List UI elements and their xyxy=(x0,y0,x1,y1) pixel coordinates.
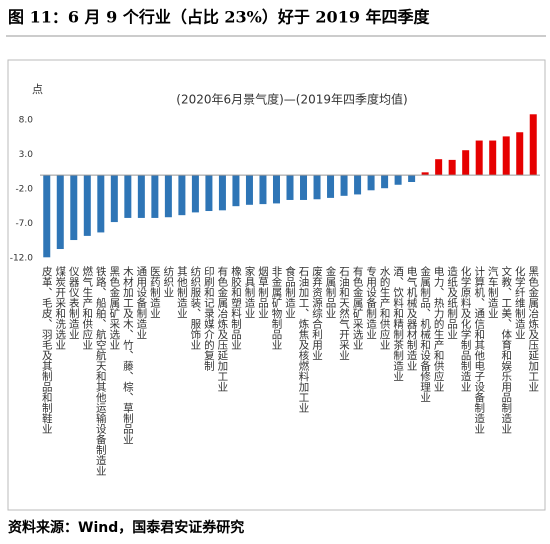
x-tick-label: 纺织服装、服饰业 xyxy=(189,265,201,350)
y-axis-label: 点 xyxy=(32,83,43,96)
bar xyxy=(394,175,402,185)
bar xyxy=(489,140,497,176)
bar xyxy=(408,175,416,182)
y-tick-label: 3.0 xyxy=(19,150,34,160)
source-note: 资料来源：Wind，国泰君安证券研究 xyxy=(8,519,244,536)
bar xyxy=(56,175,64,250)
bar xyxy=(313,175,321,200)
bar xyxy=(381,175,389,189)
bar xyxy=(286,175,294,200)
bar xyxy=(43,175,51,258)
bar xyxy=(327,175,335,198)
x-tick-label: 文教、工美、体育和娱乐用品制造业 xyxy=(500,265,512,434)
bar xyxy=(435,159,443,176)
x-tick-label: 燃气生产和供应业 xyxy=(81,265,93,350)
bar xyxy=(70,175,78,241)
bar xyxy=(178,175,186,216)
bar xyxy=(354,175,362,195)
bar xyxy=(502,136,510,176)
bar xyxy=(218,175,226,211)
bar xyxy=(124,175,132,218)
y-tick-label: -2.0 xyxy=(15,184,33,194)
x-tick-label: 铁路、船舶、航空航天和其他运输设备制造业 xyxy=(95,265,107,476)
y-tick-label: -7.0 xyxy=(15,219,33,229)
bar xyxy=(245,175,253,205)
x-tick-label: 仪器仪表制造业 xyxy=(68,266,80,340)
x-tick-label: 印刷和记录媒介的复制 xyxy=(203,266,215,371)
bar xyxy=(164,175,172,218)
x-tick-label: 造纸及纸制品业 xyxy=(446,265,458,339)
x-tick-label: 通用设备制造业 xyxy=(135,266,147,340)
y-tick-label: 8.0 xyxy=(19,115,34,125)
x-tick-label: 非金属矿物制品业 xyxy=(270,266,282,350)
x-tick-label: 有色金属冶炼及压延加工业 xyxy=(216,265,228,392)
x-tick-label: 煤炭开采和洗选业 xyxy=(54,265,66,350)
bar xyxy=(205,175,213,212)
bar xyxy=(529,114,537,176)
x-tick-label: 家具制造业 xyxy=(243,265,255,318)
bar xyxy=(475,140,483,176)
x-tick-label: 计算机、通信和其他电子设备制造业 xyxy=(473,265,485,434)
x-tick-label: 金属制品业 xyxy=(325,265,337,318)
x-tick-label: 橡胶和塑料制品业 xyxy=(230,265,242,350)
x-tick-label: 石油加工、炼焦及核燃料加工业 xyxy=(298,266,310,413)
bar xyxy=(259,175,267,205)
bar xyxy=(97,175,105,233)
x-tick-label: 食品制造业 xyxy=(284,265,296,318)
x-tick-label: 医药制造业 xyxy=(149,266,161,319)
bar xyxy=(191,175,199,213)
y-tick-label: -12.0 xyxy=(10,254,34,264)
bar xyxy=(462,150,470,176)
bar xyxy=(83,175,91,236)
bar xyxy=(137,175,145,218)
x-tick-label: 水的生产和供应业 xyxy=(379,266,391,350)
x-tick-label: 有色金属矿采选业 xyxy=(352,265,364,350)
bar xyxy=(367,175,375,191)
x-tick-label: 化学纤维制造业 xyxy=(514,265,526,339)
x-tick-label: 电气机械及器材制造业 xyxy=(406,265,418,371)
bar xyxy=(421,172,429,176)
bar xyxy=(232,175,240,207)
x-tick-label: 纺织业 xyxy=(162,265,174,297)
page-title: 图 11：6 月 9 个行业（占比 23%）好于 2019 年四季度 xyxy=(8,8,431,27)
x-tick-label: 其他制造业 xyxy=(176,266,188,319)
bar xyxy=(151,175,159,218)
x-tick-label: 黑色金属冶炼及压延加工业 xyxy=(527,266,539,392)
x-tick-label: 废弃资源综合利用业 xyxy=(311,265,323,360)
chart-frame xyxy=(7,59,546,511)
x-tick-label: 汽车制造业 xyxy=(487,265,499,318)
bar xyxy=(516,132,524,176)
bar xyxy=(448,159,456,176)
x-tick-label: 木材加工及木、竹、藤、棕、草制品业 xyxy=(122,266,134,445)
bar xyxy=(300,175,308,200)
x-tick-label: 烟草制品业 xyxy=(257,265,269,318)
bar xyxy=(272,175,280,204)
x-tick-label: 酒、饮料和精制茶制造业 xyxy=(392,265,404,381)
x-tick-label: 电力、热力的生产和供应业 xyxy=(433,265,445,392)
x-tick-label: 化学原料及化学制品制造业 xyxy=(460,265,472,392)
x-tick-label: 金属制品、机械和设备修理业 xyxy=(419,265,431,402)
chart-subtitle: (2020年6月景气度)—(2019年四季度均值) xyxy=(176,92,407,107)
bar xyxy=(110,175,118,223)
x-tick-label: 专用设备制造业 xyxy=(365,265,377,339)
x-tick-label: 石油和天然气开采业 xyxy=(338,266,350,361)
x-tick-label: 皮革、毛皮、羽毛及其制品和制鞋业 xyxy=(41,265,53,434)
x-tick-label: 黑色金属矿采选业 xyxy=(108,266,120,350)
bar xyxy=(340,175,348,196)
